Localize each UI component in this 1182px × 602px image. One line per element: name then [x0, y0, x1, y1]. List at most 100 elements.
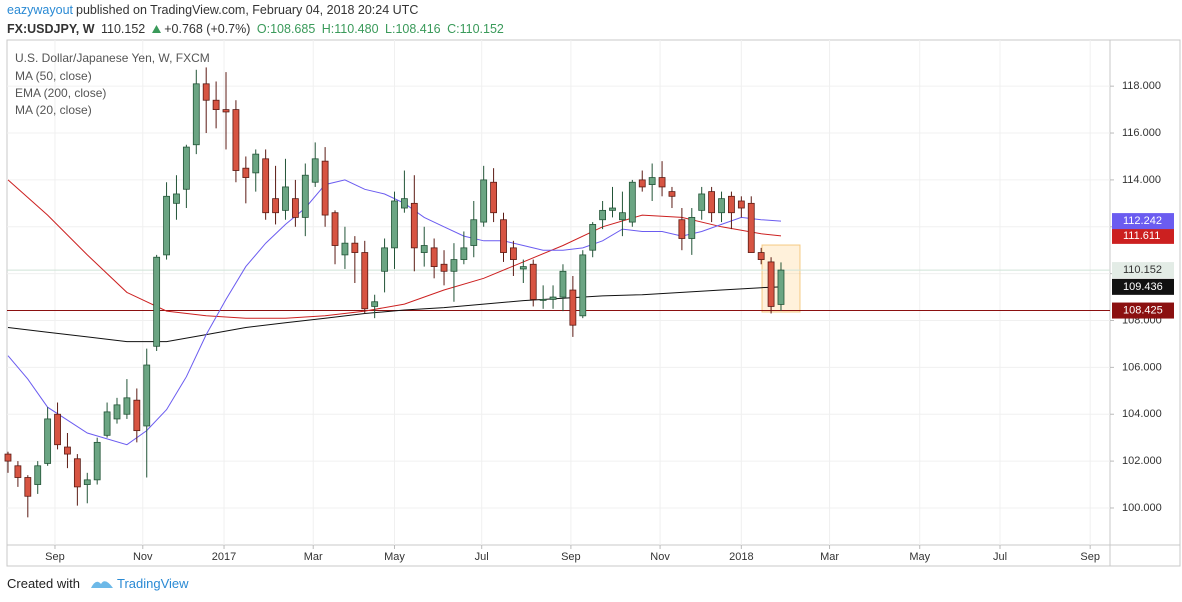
x-tick-label: Jul [475, 551, 489, 563]
grid [7, 40, 1114, 549]
y-tick-label: 118.000 [1122, 80, 1161, 92]
candle-body [470, 219, 478, 246]
candle-body [777, 269, 785, 305]
candle-body [83, 479, 91, 485]
candle-body [737, 200, 745, 209]
price-tag [1112, 227, 1174, 244]
candle-body [391, 200, 398, 249]
price-tag-label: 109.436 [1123, 281, 1163, 293]
candle-body [331, 212, 339, 246]
candle-body [301, 174, 309, 218]
x-tick-label: Mar [304, 551, 323, 563]
publish-line: eazywayout published on TradingView.com, … [7, 3, 421, 17]
candle-body [747, 202, 755, 253]
candle-body [510, 247, 517, 260]
x-tick-label: 2017 [212, 551, 236, 563]
candle-body [143, 364, 151, 427]
candle-body [282, 186, 289, 211]
price: 110.152 [101, 22, 146, 36]
candle-body [490, 181, 497, 214]
candle-body [678, 219, 686, 239]
candle-body [648, 177, 656, 185]
created-with: Created with [7, 576, 80, 591]
price-tag-label: 110.152 [1123, 264, 1162, 276]
y-tick-label: 116.000 [1122, 127, 1161, 139]
candle-body [64, 446, 71, 455]
candle-body [599, 209, 607, 221]
candle-body [4, 453, 12, 462]
candle-body [718, 198, 725, 214]
candle-body [688, 216, 696, 239]
candle-body [173, 193, 180, 204]
footer: Created with TradingView [7, 576, 189, 591]
publish-info: published on TradingView.com, February 0… [76, 3, 419, 17]
candle-body [767, 261, 775, 307]
candle-body [113, 404, 121, 420]
candle-body [529, 263, 537, 300]
brand-link[interactable]: TradingView [117, 576, 189, 591]
x-tick-label: Jul [993, 551, 1007, 563]
chart-frame [6, 39, 1181, 567]
y-tick-label: 102.000 [1122, 455, 1162, 467]
author-link[interactable]: eazywayout [7, 3, 74, 17]
quote-line: FX:USDJPY, W 110.152 +0.768 (+0.7%) O:10… [7, 22, 507, 36]
candle-body [450, 259, 458, 272]
x-tick-label: 2018 [729, 551, 753, 563]
price-tag [1112, 262, 1174, 279]
labels: 100.000102.000104.000106.000108.000110.0… [45, 80, 1174, 563]
candle-body [728, 195, 735, 214]
legend-entry: MA (20, close) [15, 103, 92, 117]
x-tick-label: Sep [1080, 551, 1100, 563]
y-tick-label: 100.000 [1122, 502, 1162, 514]
price-tag [1112, 302, 1174, 319]
price-tag-label: 111.611 [1123, 230, 1160, 242]
marks [4, 67, 1110, 518]
legend-entry: EMA (200, close) [15, 86, 106, 100]
candle-body [658, 177, 666, 188]
candle-body [400, 198, 408, 209]
y-tick-label: 104.000 [1122, 408, 1162, 420]
x-tick-label: Sep [45, 551, 65, 563]
y-tick-label: 114.000 [1122, 174, 1161, 186]
candle-body [163, 195, 170, 256]
candle-body [192, 83, 200, 146]
y-tick-label: 106.000 [1122, 361, 1162, 373]
close: C:110.152 [447, 22, 504, 36]
candle-body [371, 301, 379, 307]
candle-body [212, 99, 220, 110]
candle-body [133, 399, 141, 432]
candle-body [500, 219, 507, 253]
symbol: FX:USDJPY, W [7, 22, 95, 36]
candle-body [619, 212, 626, 221]
candle-body [638, 179, 646, 188]
candle-body [668, 191, 676, 197]
candle-body [44, 418, 52, 464]
high: H:110.480 [321, 22, 379, 36]
candle-body [311, 158, 319, 183]
open: O:108.685 [256, 22, 316, 36]
candle-body [291, 198, 299, 218]
x-tick-label: Sep [561, 551, 581, 563]
chart-title: U.S. Dollar/Japanese Yen, W, FXCM [15, 51, 210, 65]
candle-body [24, 477, 32, 497]
candle-body [262, 158, 270, 214]
candle-body [757, 252, 765, 260]
price-tag-label: 108.425 [1123, 304, 1163, 316]
ma-line [7, 179, 782, 319]
candle-body [182, 146, 190, 190]
candle-body [609, 207, 616, 211]
candle-body [519, 266, 527, 270]
candle-body [549, 296, 557, 300]
candle-body [589, 224, 597, 251]
candle-body [202, 83, 210, 101]
candle-body [232, 109, 240, 171]
x-tick-label: Nov [133, 551, 153, 563]
candle-body [321, 160, 329, 216]
candle-body [361, 252, 369, 310]
candle-body [480, 179, 488, 223]
x-tick-label: May [909, 551, 930, 563]
x-tick-label: Nov [650, 551, 670, 563]
up-arrow-icon [151, 25, 161, 33]
